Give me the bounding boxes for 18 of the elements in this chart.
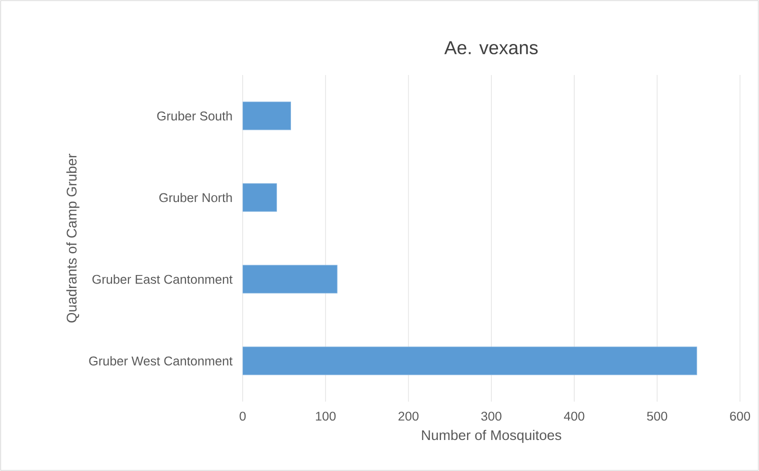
y-tick-label: Gruber East Cantonment	[92, 274, 233, 284]
x-tick-label: 200	[398, 412, 419, 421]
y-axis-title: Quadrants of Camp Gruber	[66, 154, 80, 322]
x-tick-label: 500	[647, 412, 668, 421]
bar	[242, 102, 292, 130]
bar	[242, 264, 338, 294]
x-tick-label: 600	[730, 412, 750, 421]
bar	[242, 183, 277, 212]
x-axis-title: Number of Mosquitoes	[422, 430, 562, 443]
y-tick-label: Gruber West Cantonment	[89, 356, 233, 366]
x-tick-label: 0	[240, 412, 246, 421]
chart-title: Ae. vexans	[444, 41, 538, 54]
y-tick-label: Gruber South	[157, 111, 232, 120]
y-tick-label: Gruber North	[159, 192, 232, 202]
bar	[242, 346, 698, 376]
x-tick-label: 300	[481, 412, 502, 421]
x-tick-label: 100	[316, 412, 336, 421]
x-tick-label: 400	[564, 412, 584, 421]
